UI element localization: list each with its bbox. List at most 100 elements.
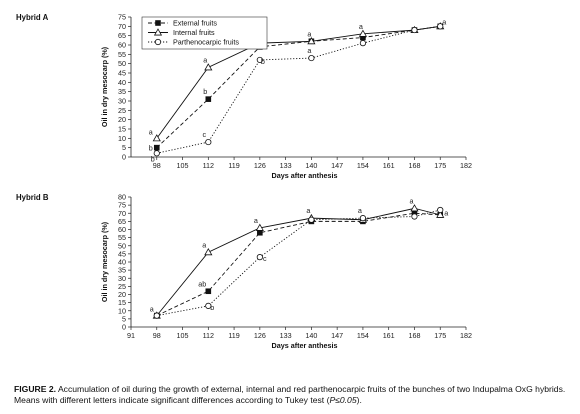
x-tick-label: 182 [460,331,472,340]
x-tick-label: 98 [153,331,161,340]
chart-hybrid-b: Hybrid B 05101520253035404550556065707580… [16,193,472,351]
y-tick-label: 80 [118,193,126,202]
y-tick-label: 25 [118,282,126,291]
data-point-parthenocarpic-fruits [437,23,444,30]
y-tick-label: 5 [122,143,126,152]
y-axis-label: Oil in dry mesocarp (%) [100,221,109,302]
legend-label-parthenocarpic-fruits: Parthenocarpic fruits [173,38,239,47]
y-tick-label: 60 [118,41,126,50]
x-axis-label: Days after anthesis [272,171,338,180]
data-point-internal-fruits [410,204,419,212]
significance-letter: b [149,144,153,153]
data-point-parthenocarpic-fruits [153,150,160,157]
caption-stat: P≤0.05 [329,395,357,405]
x-tick-label: 112 [203,331,214,340]
x-tick-label: 175 [434,161,446,170]
y-tick-label: 35 [118,87,126,96]
data-point-parthenocarpic-fruits [411,213,418,220]
y-tick-label: 40 [118,78,126,87]
chart-title: Hybrid B [16,193,49,202]
significance-letter: a [444,208,448,217]
y-tick-label: 75 [118,13,126,22]
data-point-parthenocarpic-fruits [205,138,212,146]
significance-letter: ab [198,279,206,288]
data-point-parthenocarpic-fruits [411,26,418,34]
legend-label-external-fruits: External fruits [173,19,217,28]
significance-letter: a [150,305,154,314]
significance-letter: a [202,240,206,249]
significance-letter: a [149,127,153,136]
y-tick-label: 45 [118,249,126,258]
x-tick-label: 154 [357,331,369,340]
y-tick-label: 20 [118,290,126,299]
y-tick-label: 30 [118,274,126,283]
y-tick-label: 30 [118,97,126,106]
x-tick-label: 133 [280,161,292,170]
y-tick-label: 65 [118,217,126,226]
significance-letter: a [442,17,446,26]
y-tick-label: 45 [118,69,126,78]
x-tick-label: 140 [305,161,317,170]
data-point-internal-fruits [152,134,161,142]
y-tick-label: 0 [122,323,126,332]
y-tick-label: 50 [118,241,126,250]
significance-letter: a [306,206,310,215]
y-tick-label: 55 [118,50,126,59]
data-point-external-fruits [153,144,160,151]
y-tick-label: 70 [118,209,126,218]
legend-marker-internal-fruits [153,28,163,36]
data-point-parthenocarpic-fruits [359,40,367,47]
data-point-external-fruits [205,288,212,295]
x-axis-label: Days after anthesis [272,341,338,350]
x-tick-label: 168 [408,331,420,340]
caption-text: Accumulation of oil during the growth of… [14,384,566,405]
x-tick-label: 112 [203,161,214,170]
x-tick-label: 140 [305,331,317,340]
data-point-parthenocarpic-fruits [205,302,212,309]
x-tick-label: 119 [228,331,239,340]
y-tick-label: 60 [118,225,126,234]
data-point-internal-fruits [307,37,316,45]
data-point-internal-fruits [204,248,213,256]
x-tick-label: 175 [434,331,446,340]
data-point-parthenocarpic-fruits [308,216,315,223]
x-tick-label: 119 [228,161,239,170]
x-tick-label: 168 [408,161,420,170]
significance-letter: c [263,254,267,263]
y-tick-label: 55 [118,233,126,242]
y-tick-label: 5 [122,314,126,323]
y-tick-label: 65 [118,31,126,40]
data-point-parthenocarpic-fruits [256,56,263,64]
x-tick-label: 133 [280,331,292,340]
y-tick-label: 25 [118,106,126,115]
y-tick-label: 0 [122,153,126,162]
significance-letter: a [307,46,311,55]
data-point-parthenocarpic-fruits [256,254,263,261]
significance-letter: b [261,57,265,66]
chart-title: Hybrid A [16,13,49,22]
significance-letter: a [409,196,413,205]
y-tick-label: 35 [118,266,126,275]
x-tick-label: 154 [357,161,369,170]
significance-letter: a [358,206,362,215]
legend-marker-parthenocarpic-fruits [154,38,162,46]
x-tick-label: 161 [383,331,395,340]
data-point-parthenocarpic-fruits [437,206,444,214]
caption-end: ). [356,395,362,405]
data-point-internal-fruits [204,63,213,71]
x-tick-label: 105 [177,161,189,170]
significance-letter: a [307,29,311,38]
figure-charts: Hybrid A05101520253035404550556065707598… [16,13,472,351]
y-tick-label: 40 [118,258,126,267]
data-point-internal-fruits [436,210,445,218]
data-point-parthenocarpic-fruits [308,54,315,62]
y-axis-label: Oil in dry mesocarp (%) [100,46,109,127]
significance-letter: b [151,154,155,163]
significance-letter: b [210,303,214,312]
x-tick-label: 126 [254,161,266,170]
x-tick-label: 91 [127,331,135,340]
significance-letter: a [254,216,258,225]
y-tick-label: 20 [118,115,126,124]
